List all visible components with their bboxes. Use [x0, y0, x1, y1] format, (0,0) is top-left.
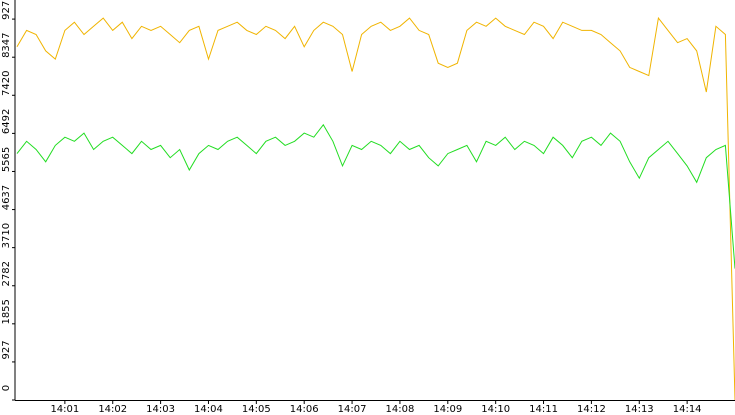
- x-tick-label: 14:09: [433, 404, 462, 415]
- y-tick-label: 9275: [1, 0, 12, 20]
- series-line: [16, 123, 735, 269]
- x-tick-label: 14:01: [50, 404, 79, 415]
- y-tick-label: 3710: [1, 223, 12, 248]
- y-tick-label: 7420: [1, 71, 12, 96]
- x-tick-label: 14:08: [386, 404, 415, 415]
- x-tick-label: 14:02: [98, 404, 127, 415]
- x-tick-label: 14:04: [194, 404, 223, 415]
- y-tick-label: 1855: [1, 299, 12, 324]
- x-tick-label: 14:05: [242, 404, 271, 415]
- x-tick-label: 14:12: [577, 404, 606, 415]
- x-tick-label: 14:03: [146, 404, 175, 415]
- x-tick-label: 14:06: [290, 404, 319, 415]
- x-tick-label: 14:14: [673, 404, 702, 415]
- y-tick-label: 927: [1, 340, 12, 359]
- x-tick-label: 14:07: [338, 404, 367, 415]
- y-tick-label: 2782: [1, 261, 12, 286]
- x-tick-label: 14:13: [625, 404, 654, 415]
- y-tick-label: 6492: [1, 109, 12, 134]
- y-tick-label: 5565: [1, 147, 12, 172]
- y-tick-label: 8347: [1, 32, 12, 57]
- y-tick-label: 4637: [1, 185, 12, 210]
- series-line: [16, 16, 735, 401]
- y-tick-label: 0: [1, 385, 12, 391]
- x-tick-label: 14:11: [529, 404, 558, 415]
- x-tick-label: 14:10: [481, 404, 510, 415]
